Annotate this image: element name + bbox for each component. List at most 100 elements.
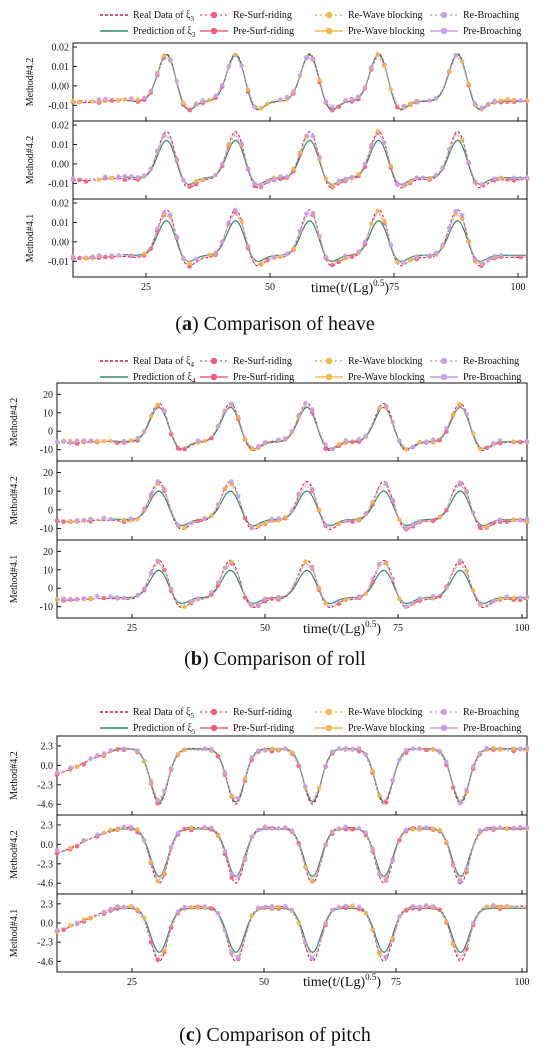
data-point — [390, 420, 396, 425]
data-point — [349, 96, 355, 102]
data-point — [96, 177, 102, 183]
legend-re-broaching-marker — [440, 708, 448, 716]
data-point — [430, 904, 436, 909]
legend-re-wave-blocking-marker — [325, 11, 333, 19]
data-point — [108, 906, 113, 912]
series-line — [72, 53, 528, 111]
x-tick-label: 50 — [259, 977, 269, 988]
series-line — [73, 208, 528, 265]
data-point — [209, 747, 214, 752]
y-axis-label: Method#4.1 — [25, 214, 36, 263]
legend-pre-broaching: Pre-Broaching — [463, 723, 521, 734]
data-point — [236, 414, 241, 420]
legend-re-surf-riding-marker — [210, 357, 218, 365]
data-point — [310, 56, 316, 62]
legend-pre-broaching-marker — [440, 724, 448, 732]
legend-re-broaching-marker — [440, 357, 448, 365]
data-point — [472, 180, 478, 185]
data-point — [291, 246, 296, 252]
data-point — [81, 596, 87, 601]
broaching-points — [54, 824, 530, 883]
data-point — [128, 903, 134, 909]
data-point — [252, 181, 257, 187]
data-point — [226, 142, 231, 147]
data-point — [195, 905, 201, 910]
y-tick-label: 0 — [48, 427, 53, 438]
data-point — [101, 751, 107, 756]
data-point — [168, 925, 174, 930]
data-point — [330, 907, 335, 913]
panel-2: 0.02 0.01 0.00 -0.01 Method#4.2 — [25, 120, 530, 200]
data-point — [289, 750, 295, 755]
data-point — [283, 825, 288, 830]
data-point — [477, 446, 483, 451]
data-point — [90, 254, 95, 259]
broaching-points — [70, 129, 530, 188]
data-point — [68, 765, 73, 770]
caption-roll: (b) Comparison of roll — [184, 648, 366, 670]
caption-heave: (a) Comparison of heave — [175, 313, 375, 335]
x-tick-label: 100 — [515, 977, 530, 988]
legend: Real Data of ξ5 Prediction of ξ5 Re-Surf-r… — [100, 707, 521, 736]
legend: Real Data of ξ3 Prediction of ξ3 Re-Surf-r… — [100, 10, 521, 39]
data-point — [128, 824, 134, 830]
y-tick-label: -2.3 — [37, 859, 53, 870]
data-point — [356, 249, 361, 255]
y-tick-label: 0.0 — [41, 761, 54, 772]
data-point — [77, 100, 82, 105]
data-point — [161, 210, 167, 216]
data-point — [236, 493, 241, 499]
data-point — [505, 97, 510, 102]
panel-3: 20 10 0 -10 Method#4.1 — [9, 539, 530, 619]
data-point — [471, 588, 476, 593]
y-tick-label: 0.0 — [41, 919, 54, 930]
y-tick-label: 0.00 — [52, 81, 70, 92]
data-point — [323, 763, 328, 769]
data-point — [256, 443, 261, 449]
data-point — [289, 828, 295, 833]
legend-pre-wave-blocking-marker — [325, 373, 333, 381]
data-point — [200, 98, 205, 103]
data-point — [437, 749, 443, 755]
legend-pre-surf-riding-marker — [210, 724, 218, 732]
panel-frame — [56, 539, 528, 619]
data-point — [479, 182, 484, 187]
data-point — [121, 438, 127, 444]
y-tick-label: 0.00 — [52, 237, 70, 248]
legend-re-wave-blocking-marker — [325, 708, 333, 716]
x-axis-label: time(t/(Lg)0.5) — [303, 972, 381, 990]
data-point — [245, 244, 251, 249]
data-point — [236, 955, 241, 960]
data-point — [511, 825, 516, 831]
x-axis-label: time(t/(Lg)0.5) — [311, 278, 389, 296]
y-tick-label: -4.6 — [37, 879, 53, 890]
data-point — [108, 747, 113, 753]
data-point — [182, 604, 187, 609]
data-point — [472, 256, 478, 262]
series-line — [56, 482, 528, 530]
data-point — [81, 438, 87, 443]
data-point — [95, 752, 100, 758]
data-point — [417, 825, 422, 830]
x-tick-label: 50 — [260, 623, 270, 634]
data-point — [343, 824, 349, 830]
panel-frame — [56, 814, 528, 895]
data-point — [471, 920, 476, 926]
legend-pre-wave-blocking: Pre-Wave blocking — [348, 372, 425, 383]
legend-re-wave-blocking: Re-Wave blocking — [348, 356, 422, 367]
data-point — [323, 920, 328, 926]
data-point — [109, 253, 115, 258]
data-point — [518, 176, 523, 181]
data-point — [129, 96, 134, 101]
data-point — [323, 842, 328, 848]
data-point — [128, 438, 134, 443]
data-point — [491, 745, 496, 751]
series-line — [56, 404, 528, 452]
data-point — [444, 759, 449, 765]
data-point — [304, 133, 309, 138]
legend-re-broaching: Re-Broaching — [463, 10, 519, 21]
data-point — [108, 516, 113, 522]
data-point — [215, 580, 221, 585]
legend-pre-wave-blocking-marker — [325, 724, 333, 732]
data-point — [484, 745, 490, 751]
